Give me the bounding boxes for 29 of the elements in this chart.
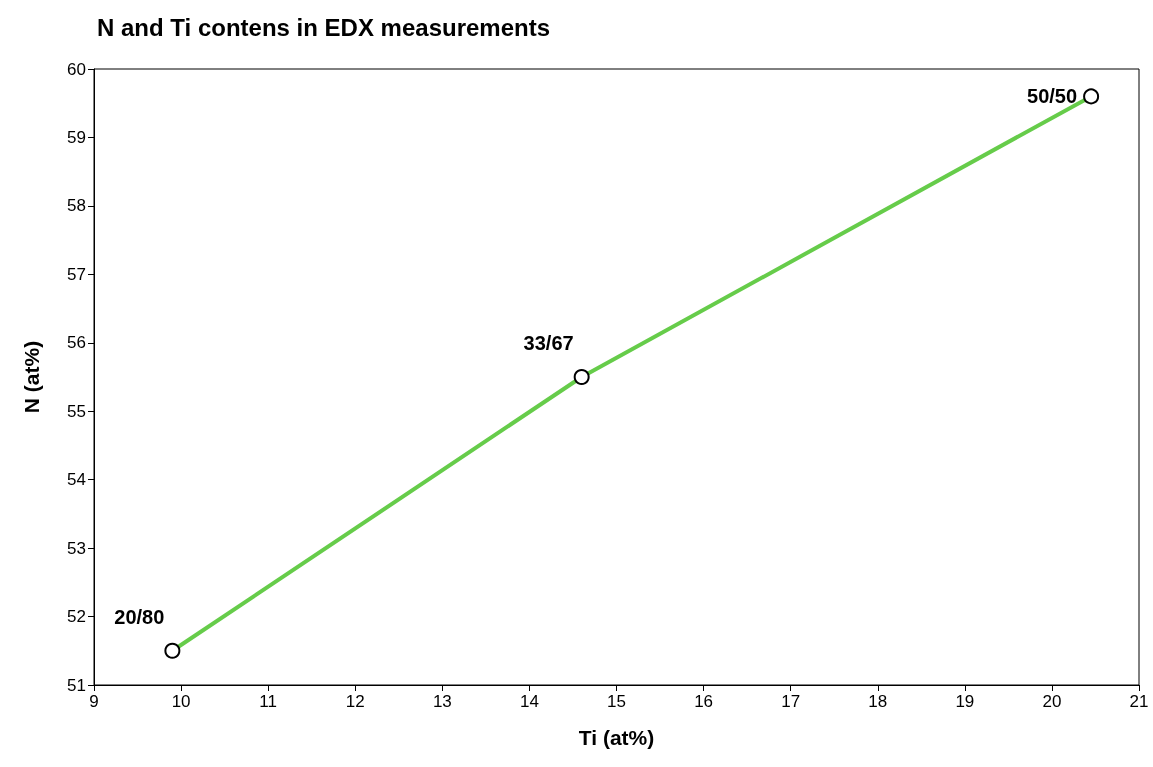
x-tick-label: 10 xyxy=(171,692,191,711)
chart-title: N and Ti contens in EDX measurements xyxy=(97,13,551,41)
y-tick-label: 51 xyxy=(67,675,86,695)
y-tick-label: 60 xyxy=(67,59,86,79)
x-tick-label: 18 xyxy=(868,692,888,711)
x-tick-label: 20 xyxy=(1042,692,1062,711)
x-tick-label: 14 xyxy=(519,692,539,711)
x-tick-label: 13 xyxy=(432,692,452,711)
y-tick-label: 57 xyxy=(67,264,86,284)
x-axis-title: Ti (at%) xyxy=(578,726,655,749)
y-tick-label: 53 xyxy=(67,538,86,558)
y-axis-title: N (at%) xyxy=(20,340,43,414)
x-tick-label: 12 xyxy=(345,692,365,711)
annotation: 50/50 xyxy=(1027,85,1078,108)
annotation: 33/67 xyxy=(523,332,574,354)
x-tick-label: 16 xyxy=(694,692,714,711)
y-tick-label: 58 xyxy=(67,196,86,216)
x-tick-label: 9 xyxy=(89,692,99,711)
y-tick-label: 54 xyxy=(67,470,86,490)
y-tick-label: 52 xyxy=(67,607,86,627)
y-tick-label: 59 xyxy=(67,127,86,147)
x-tick-label: 19 xyxy=(955,692,975,711)
y-tick-label: 55 xyxy=(67,401,86,421)
x-tick-label: 21 xyxy=(1129,692,1149,711)
x-tick-label: 17 xyxy=(781,692,801,711)
x-tick-label: 11 xyxy=(259,692,277,711)
y-tick-label: 56 xyxy=(67,333,86,353)
annotation: 20/80 xyxy=(114,605,165,628)
x-tick-label: 15 xyxy=(607,692,626,711)
